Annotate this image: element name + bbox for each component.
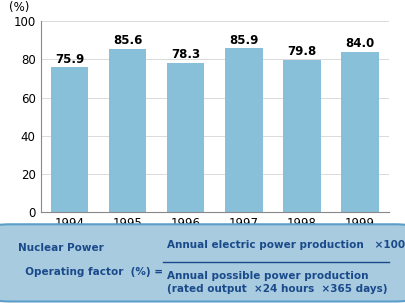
Bar — [225, 48, 262, 212]
FancyBboxPatch shape — [0, 224, 405, 301]
Text: (%): (%) — [9, 1, 30, 14]
Text: （FY）: （FY） — [392, 234, 405, 247]
Text: 78.3: 78.3 — [171, 48, 200, 61]
Text: Operating factor  (%) =: Operating factor (%) = — [18, 267, 163, 277]
Text: Annual possible power production
(rated output  ×24 hours  ×365 days): Annual possible power production (rated … — [167, 271, 388, 294]
Bar — [109, 49, 147, 212]
Text: 85.9: 85.9 — [229, 34, 258, 47]
Bar — [283, 60, 321, 212]
Bar — [341, 52, 379, 212]
Text: 75.9: 75.9 — [55, 53, 84, 66]
Bar — [167, 63, 205, 212]
Bar — [51, 67, 88, 212]
Text: 79.8: 79.8 — [287, 45, 316, 58]
Text: 85.6: 85.6 — [113, 34, 142, 47]
Text: Nuclear Power: Nuclear Power — [18, 243, 104, 253]
Text: 84.0: 84.0 — [345, 37, 374, 50]
Text: Annual electric power production   ×100: Annual electric power production ×100 — [167, 240, 405, 250]
